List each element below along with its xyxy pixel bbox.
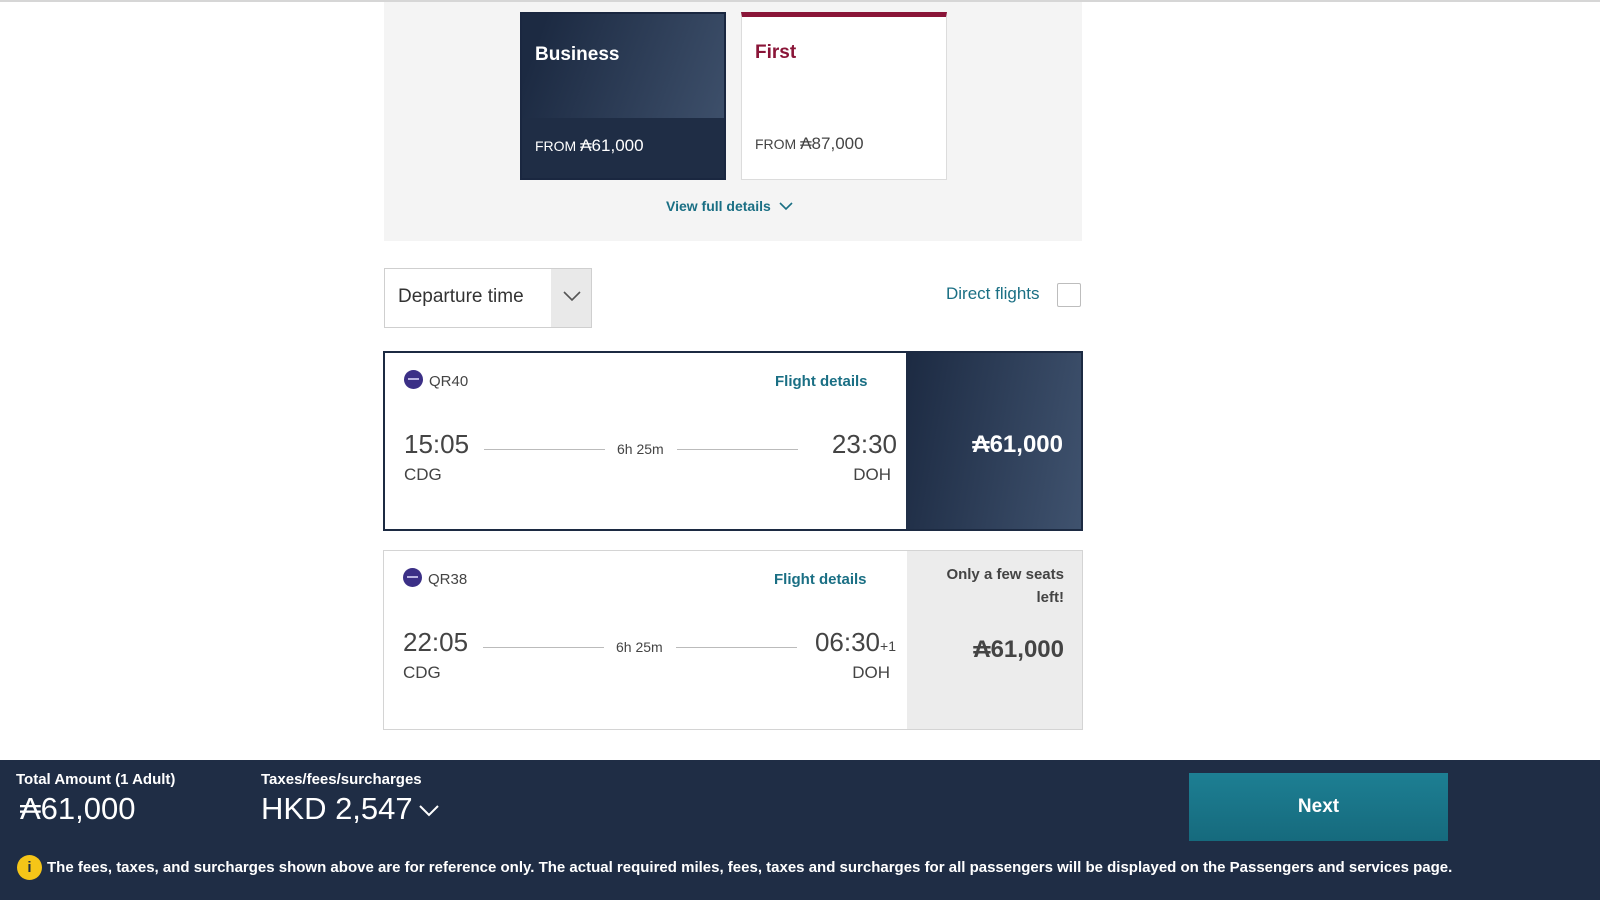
sort-dropdown-toggle[interactable] [551,269,591,327]
flight-duration: 6h 25m [616,639,663,655]
fees-disclaimer: The fees, taxes, and surcharges shown ab… [47,859,1453,876]
flight-number: QR40 [429,373,469,390]
departure-airport: CDG [403,663,441,682]
flight-details-link[interactable]: Flight details [774,571,867,588]
arrival-time: 06:30+1 [815,627,896,658]
arrival-day-offset: +1 [880,638,896,654]
next-button[interactable]: Next [1189,773,1448,841]
airline-logo-icon [404,370,423,389]
cabin-name: Business [535,44,620,65]
fare-price: ₳61,000 [972,431,1063,458]
arrival-time: 23:30 [832,429,897,460]
info-icon: i [17,855,42,880]
departure-airport: CDG [404,465,442,484]
departure-time: 15:05 [404,429,470,459]
cabin-from-price: FROM ₳87,000 [755,134,864,154]
flight-card[interactable]: QR40 Flight details 15:05 CDG 6h 25m 23:… [383,351,1083,531]
flight-number: QR38 [428,571,468,588]
sort-dropdown[interactable]: Departure time [384,268,592,328]
duration-line [676,647,797,648]
fare-price-button[interactable]: ₳61,000 [906,353,1081,529]
cabin-card-header [522,14,724,118]
departure-time: 22:05 [403,627,469,657]
chevron-down-icon [418,805,439,817]
top-divider [0,0,1600,2]
chevron-down-icon [779,198,793,214]
fare-price: ₳61,000 [973,636,1064,663]
cabin-selection-panel: Business FROM ₳61,000 First FROM ₳87,000 V… [384,2,1082,241]
cabin-card-first[interactable]: First FROM ₳87,000 [741,12,947,180]
flight-duration: 6h 25m [617,441,664,457]
direct-flights-checkbox[interactable] [1057,283,1081,307]
cabin-from-price: FROM ₳61,000 [535,136,644,156]
booking-summary-bar: Total Amount (1 Adult) ₳61,000 Taxes/fee… [0,760,1600,900]
flight-info: QR40 Flight details 15:05 CDG 6h 25m 23:… [385,353,909,529]
direct-flights-label[interactable]: Direct flights [946,284,1040,303]
arrival-airport: DOH [853,465,891,484]
total-amount-label: Total Amount (1 Adult) [16,771,176,788]
from-label: FROM [535,138,577,154]
flight-details-link[interactable]: Flight details [775,373,868,390]
flight-info: QR38 Flight details 22:05 CDG 6h 25m 06:… [384,551,908,729]
arrival-airport: DOH [852,663,890,682]
cabin-price: ₳87,000 [800,134,864,153]
arrival-time-value: 23:30 [831,429,897,459]
duration-line [677,449,798,450]
duration-line [484,449,605,450]
sort-dropdown-label: Departure time [398,286,524,307]
taxes-amount-toggle[interactable]: HKD 2,547 [261,791,439,827]
cabin-card-business[interactable]: Business FROM ₳61,000 [520,12,726,180]
taxes-label: Taxes/fees/surcharges [261,771,422,788]
arrival-time-value: 06:30 [814,627,881,657]
duration-line [483,647,604,648]
cabin-name: First [755,42,797,63]
airline-logo-icon [403,568,422,587]
taxes-amount: HKD 2,547 [261,791,413,826]
cabin-price: ₳61,000 [580,136,644,155]
view-full-details-link[interactable]: View full details [666,198,793,214]
flight-card[interactable]: QR38 Flight details 22:05 CDG 6h 25m 06:… [383,550,1083,730]
from-label: FROM [755,136,797,152]
chevron-down-icon [563,291,581,302]
seats-left-note: Only a few seats left! [946,566,1064,606]
view-full-details-label: View full details [666,198,771,214]
fare-price-button[interactable]: Only a few seats left! ₳61,000 [907,551,1082,729]
total-amount: ₳61,000 [20,791,136,826]
